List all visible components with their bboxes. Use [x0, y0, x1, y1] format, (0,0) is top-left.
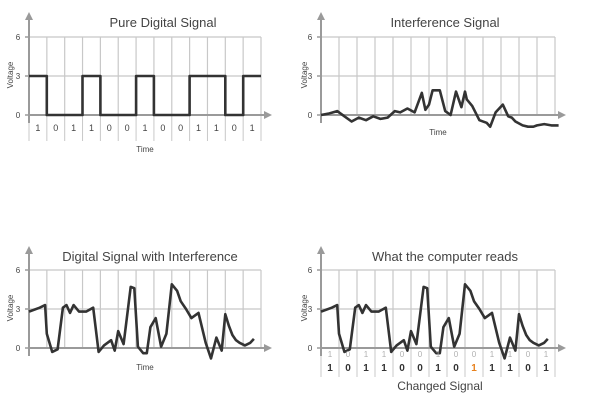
panel-4-signal-line	[320, 283, 549, 360]
panel-1-x-arrow	[264, 111, 272, 119]
bit-label: 0	[53, 123, 58, 133]
original-bit-label: 0	[526, 350, 531, 359]
panel-3-xlabel: Time	[136, 363, 154, 372]
panel-1-xlabel: Time	[136, 145, 154, 154]
panel-1-y-arrow	[25, 12, 33, 20]
bit-label: 1	[35, 123, 40, 133]
original-bit-label: 1	[544, 350, 549, 359]
read-bit-label: 1	[381, 363, 387, 374]
read-bit-label: 1	[435, 363, 441, 374]
panel-3-signal-line	[28, 283, 255, 360]
bit-label: 1	[196, 123, 201, 133]
panel-4-ylabel: Voltage	[300, 294, 309, 321]
panel-1-ytick-label: 0	[16, 111, 21, 120]
bit-label: 0	[125, 123, 130, 133]
panel-4-x-arrow	[558, 344, 566, 352]
original-bit-label: 1	[382, 350, 387, 359]
panel-3-title: Digital Signal with Interference	[62, 249, 238, 264]
read-bit-label: 0	[345, 363, 351, 374]
original-bit-label: 1	[364, 350, 369, 359]
original-bit-label: 0	[400, 350, 405, 359]
panel-2-signal-line	[320, 89, 559, 128]
panel-1-title: Pure Digital Signal	[110, 15, 217, 30]
original-bit-label: 1	[508, 350, 513, 359]
panel-3-ytick-label: 0	[16, 344, 21, 353]
bit-label: 1	[142, 123, 147, 133]
panel-2-ytick-label: 3	[308, 72, 313, 81]
panel-4-ytick-label: 0	[308, 344, 313, 353]
bit-label: 1	[214, 123, 219, 133]
panel-2-ytick-label: 0	[308, 111, 313, 120]
original-bit-label: 1	[436, 350, 441, 359]
read-bit-label: 1	[363, 363, 369, 374]
bit-label: 1	[71, 123, 76, 133]
bit-label: 1	[250, 123, 255, 133]
panel-2-x-arrow	[558, 111, 566, 119]
read-bit-label: 1	[507, 363, 513, 374]
panel-1-ytick-label: 3	[16, 72, 21, 81]
panel-4-title: What the computer reads	[372, 249, 518, 264]
read-bit-label: 0	[525, 363, 531, 374]
panel-3-x-arrow	[264, 344, 272, 352]
original-bit-label: 1	[490, 350, 495, 359]
changed-signal-caption: Changed Signal	[397, 379, 482, 393]
panel-1-ylabel: Voltage	[6, 61, 15, 88]
bit-label: 0	[178, 123, 183, 133]
original-bit-label: 1	[328, 350, 333, 359]
bit-label: 0	[160, 123, 165, 133]
panel-1-ytick-label: 6	[16, 33, 21, 42]
read-bit-label: 0	[453, 363, 459, 374]
panel-2-ytick-label: 6	[308, 33, 313, 42]
panel-1-signal-line	[29, 74, 261, 117]
read-bit-label: 1	[489, 363, 495, 374]
original-bit-label: 0	[346, 350, 351, 359]
panel-3-y-arrow	[25, 246, 33, 254]
read-bit-label: 0	[417, 363, 423, 374]
bit-label: 1	[89, 123, 94, 133]
panel-4-ytick-label: 6	[308, 266, 313, 275]
bit-label: 0	[107, 123, 112, 133]
original-bit-label: 0	[454, 350, 459, 359]
panel-2-ylabel: Voltage	[300, 61, 309, 88]
panel-3-ytick-label: 3	[16, 305, 21, 314]
read-bit-label: 1	[543, 363, 549, 374]
panel-2-y-arrow	[317, 12, 325, 20]
panel-3-ytick-label: 6	[16, 266, 21, 275]
changed-bit-label: 1	[471, 363, 477, 374]
panel-2-title: Interference Signal	[390, 15, 499, 30]
original-bit-label: 0	[472, 350, 477, 359]
read-bit-label: 1	[327, 363, 333, 374]
original-bit-label: 0	[418, 350, 423, 359]
panel-2-xlabel: Time	[429, 128, 447, 137]
panel-3-ylabel: Voltage	[6, 294, 15, 321]
panel-4-y-arrow	[317, 246, 325, 254]
bit-label: 0	[232, 123, 237, 133]
read-bit-label: 0	[399, 363, 405, 374]
panel-4-ytick-label: 3	[308, 305, 313, 314]
